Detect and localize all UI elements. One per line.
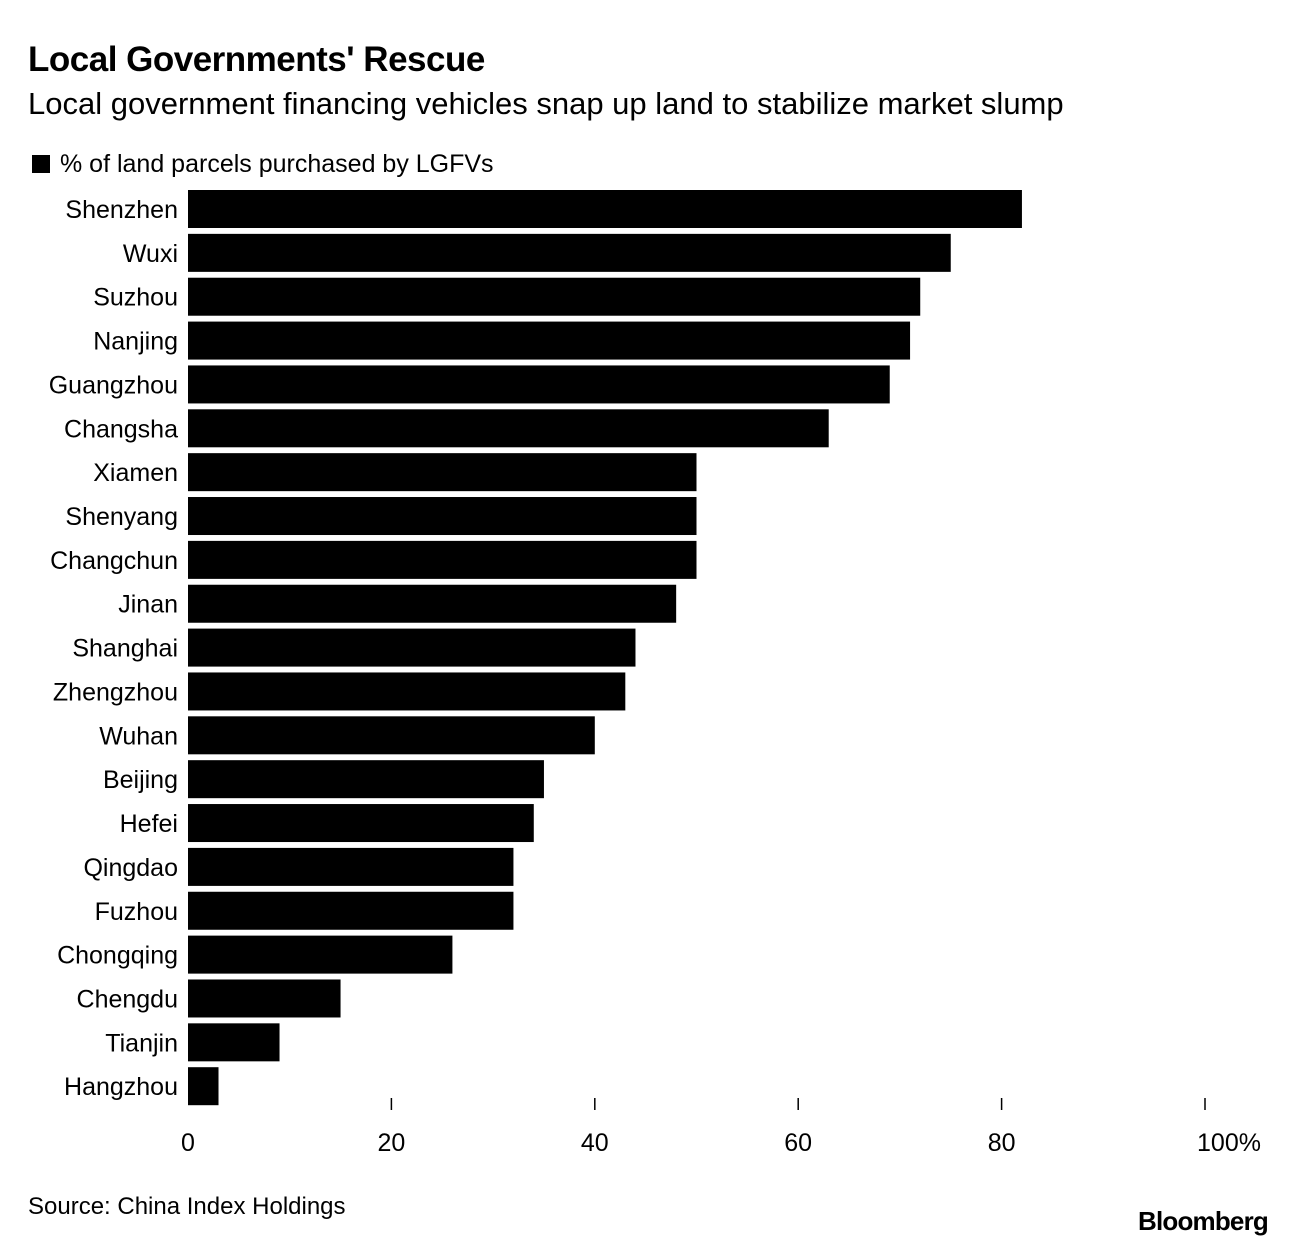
bar-xiamen <box>188 453 697 492</box>
category-label: Jinan <box>118 591 178 619</box>
x-tick-label: 100% <box>1197 1129 1261 1157</box>
bar-changsha <box>188 409 829 448</box>
category-label: Hefei <box>120 810 178 838</box>
category-label: Shanghai <box>72 635 178 663</box>
source-note: Source: China Index Holdings <box>28 1193 346 1220</box>
bar-changchun <box>188 540 697 579</box>
bar-chengdu <box>188 979 341 1018</box>
category-label: Tianjin <box>105 1029 178 1057</box>
category-label: Nanjing <box>93 328 178 356</box>
category-label: Xiamen <box>93 459 178 487</box>
bar-nanjing <box>188 321 911 360</box>
bar-qingdao <box>188 847 514 886</box>
bar-hangzhou <box>188 1067 219 1106</box>
x-tick-label: 20 <box>377 1129 405 1157</box>
category-label: Shenyang <box>65 503 178 531</box>
category-label: Wuxi <box>123 240 178 268</box>
bar-wuxi <box>188 233 951 272</box>
bar-guangzhou <box>188 365 890 404</box>
category-label: Chongqing <box>57 942 178 970</box>
bar-shanghai <box>188 628 636 667</box>
bar-tianjin <box>188 1023 280 1062</box>
bar-shenzhen <box>188 190 1022 228</box>
x-tick-label: 0 <box>181 1129 195 1157</box>
bar-shenyang <box>188 497 697 536</box>
category-label: Changchun <box>50 547 178 575</box>
category-label: Hangzhou <box>64 1073 178 1101</box>
category-label: Guangzhou <box>49 371 178 399</box>
category-label: Changsha <box>64 415 178 443</box>
chart-subtitle: Local government financing vehicles snap… <box>28 86 1064 121</box>
category-label: Wuhan <box>99 722 178 750</box>
bar-fuzhou <box>188 891 514 930</box>
bar-beijing <box>188 760 544 799</box>
category-label: Shenzhen <box>65 196 178 224</box>
legend: % of land parcels purchased by LGFVs <box>32 148 494 180</box>
bar-hefei <box>188 804 534 843</box>
legend-swatch <box>32 155 50 173</box>
category-label: Fuzhou <box>95 898 178 926</box>
category-label: Suzhou <box>93 284 178 312</box>
bloomberg-logo: Bloomberg <box>1137 1206 1269 1236</box>
category-label: Qingdao <box>83 854 178 882</box>
category-label: Beijing <box>103 766 178 794</box>
bar-jinan <box>188 584 677 623</box>
bar-wuhan <box>188 716 595 755</box>
x-tick-label: 60 <box>784 1129 812 1157</box>
chart-title: Local Governments' Rescue <box>28 40 485 79</box>
x-tick-label: 40 <box>581 1129 609 1157</box>
category-label: Chengdu <box>77 985 178 1013</box>
bar-zhengzhou <box>188 672 626 711</box>
x-tick-label: 80 <box>988 1129 1016 1157</box>
legend-label: % of land parcels purchased by LGFVs <box>60 149 494 178</box>
bar-suzhou <box>188 277 921 316</box>
bar-chongqing <box>188 935 453 974</box>
category-label: Zhengzhou <box>53 678 178 706</box>
